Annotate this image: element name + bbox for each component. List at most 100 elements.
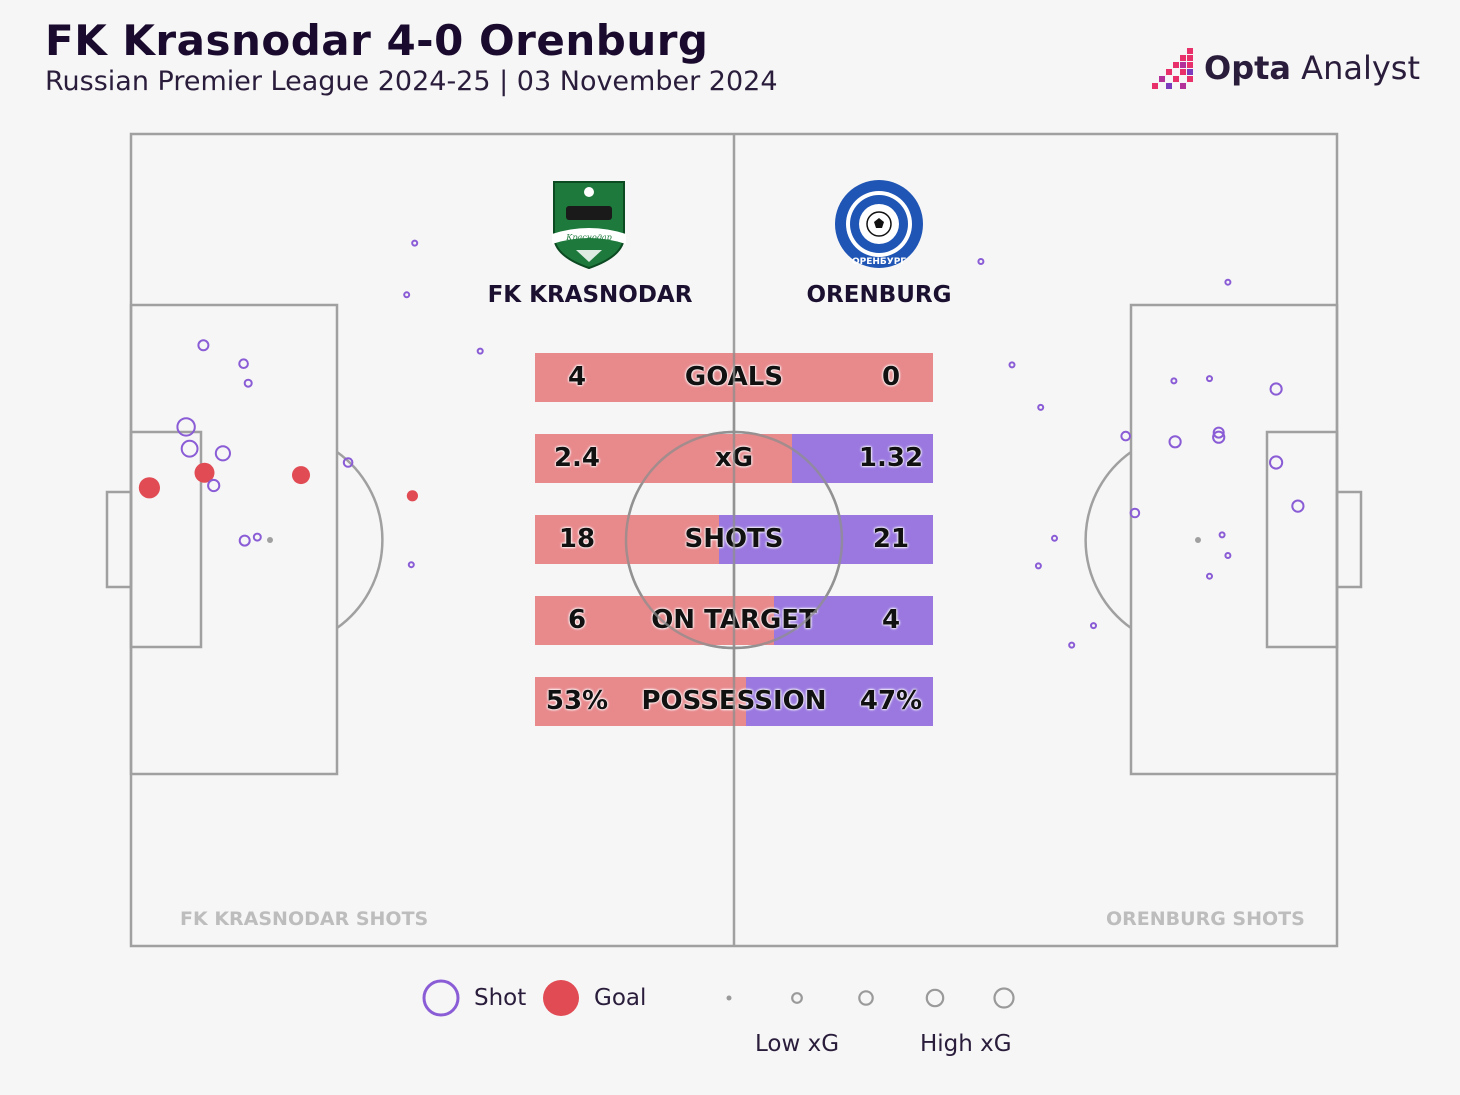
- goal-marker: [292, 466, 310, 485]
- shot-marker: [252, 532, 262, 542]
- shot-marker: [1037, 403, 1045, 411]
- legend-shot-label: Shot: [474, 985, 527, 1011]
- stat-label: ON TARGET: [651, 605, 817, 635]
- stat-away-value: 21: [872, 524, 910, 554]
- chart-subtitle: Russian Premier League 2024-25 | 03 Nove…: [45, 66, 778, 97]
- home-shots-caption: FK KRASNODAR SHOTS: [180, 908, 429, 930]
- shot-marker: [1212, 426, 1225, 439]
- legend-high-xg-label: High xG: [920, 1031, 1012, 1057]
- stat-home-value: 4: [567, 362, 587, 392]
- left-penalty-spot: [267, 537, 273, 543]
- shot-marker: [1008, 361, 1016, 369]
- left-goal: [105, 490, 133, 589]
- shot-marker: [1090, 622, 1097, 630]
- stat-home-value: 18: [558, 524, 596, 554]
- legend-xg-size-marker: [993, 987, 1015, 1009]
- shot-marker: [238, 534, 251, 547]
- left-six-yard-box: [129, 430, 203, 649]
- stat-label: xG: [714, 443, 754, 473]
- shot-marker: [1170, 377, 1178, 385]
- shot-marker: [1206, 375, 1213, 383]
- shot-marker: [176, 417, 196, 437]
- pitch-markings: [105, 132, 1363, 948]
- shot-marker: [1120, 430, 1131, 442]
- shot-marker: [476, 347, 484, 355]
- brand-logo: Opta Analyst: [1152, 44, 1420, 92]
- stat-away-value: 1.32: [858, 443, 924, 473]
- shot-marker: [1224, 552, 1232, 559]
- orenburg-crest-text: ОРЕНБУРГ: [852, 257, 906, 267]
- shot-marker: [1218, 531, 1226, 539]
- chart-title: FK Krasnodar 4-0 Orenburg: [45, 16, 709, 65]
- shot-marker: [1212, 430, 1226, 444]
- shot-marker: [411, 239, 419, 247]
- opta-logo-icon: [1152, 48, 1193, 89]
- legend-goal-marker: [543, 980, 579, 1016]
- shot-marker: [1291, 499, 1305, 513]
- krasnodar-crest-text: Краснодар: [565, 233, 612, 242]
- stat-row-xg: 2.4 xG 1.32: [535, 434, 933, 483]
- home-team-name: FK KRASNODAR: [487, 282, 693, 308]
- shot-marker: [1129, 507, 1141, 519]
- shot-marker: [214, 445, 231, 462]
- left-penalty-arc: [336, 450, 384, 630]
- shot-marker: [243, 378, 253, 388]
- away-shots-layer: [977, 258, 1305, 649]
- home-shots-layer: [138, 239, 484, 569]
- stat-bar-home-fill: [535, 677, 746, 726]
- right-six-yard-box: [1265, 430, 1339, 649]
- shot-marker: [207, 478, 221, 493]
- shot-marker: [1034, 562, 1042, 570]
- legend-xg-size-marker: [858, 990, 874, 1006]
- goal-marker: [406, 490, 418, 502]
- shot-marker: [1206, 572, 1213, 580]
- right-penalty-spot: [1195, 537, 1201, 543]
- shot-marker: [1168, 435, 1182, 449]
- goal-marker: [138, 477, 160, 499]
- shot-marker: [977, 258, 985, 265]
- stat-away-value: 0: [881, 362, 901, 392]
- shot-marker: [1269, 382, 1283, 396]
- away-shots-caption: ORENBURG SHOTS: [1106, 908, 1305, 930]
- shot-marker: [1269, 455, 1284, 470]
- left-penalty-box: [129, 303, 339, 776]
- shot-marker: [1051, 534, 1058, 542]
- stat-away-value: 47%: [859, 686, 923, 716]
- stat-row-goals: 4 GOALS 0: [535, 353, 933, 402]
- legend-xg-size-marker: [791, 992, 803, 1004]
- legend-xg-scale: [726, 987, 1015, 1009]
- shot-marker: [180, 439, 199, 458]
- right-goal: [1335, 490, 1363, 589]
- legend-goal-label: Goal: [594, 985, 647, 1011]
- goal-marker: [194, 462, 215, 483]
- stat-bar-away-fill: [746, 677, 933, 726]
- orenburg-crest-icon: ОРЕНБУРГ: [835, 180, 923, 268]
- legend: [422, 979, 1015, 1017]
- stat-row-possession: 53% POSSESSION 47%: [535, 677, 933, 726]
- stat-home-value: 53%: [545, 686, 609, 716]
- brand-name: Opta Analyst: [1204, 49, 1420, 87]
- stat-row-on-target: 6 ON TARGET 4: [535, 596, 933, 645]
- legend-xg-size-marker: [726, 995, 732, 1001]
- krasnodar-crest-icon: Краснодар: [552, 181, 626, 270]
- away-team-name: ORENBURG: [806, 282, 952, 308]
- shot-marker: [1068, 641, 1076, 649]
- right-penalty-box: [1129, 303, 1339, 776]
- brand-name-light: Analyst: [1291, 49, 1420, 87]
- shot-marker: [197, 339, 210, 352]
- right-penalty-arc: [1084, 450, 1132, 630]
- shot-marker: [342, 457, 354, 468]
- shot-marker: [238, 358, 249, 370]
- legend-shot-marker: [422, 979, 460, 1017]
- legend-low-xg-label: Low xG: [755, 1031, 840, 1057]
- stat-label: GOALS: [684, 362, 784, 392]
- brand-name-bold: Opta: [1204, 49, 1291, 87]
- stat-away-value: 4: [881, 605, 901, 635]
- stat-label: SHOTS: [684, 524, 784, 554]
- stat-label: POSSESSION: [641, 686, 827, 716]
- stat-home-value: 6: [567, 605, 587, 635]
- shot-marker: [403, 291, 411, 299]
- stat-row-shots: 18 SHOTS 21: [535, 515, 933, 564]
- shot-marker: [1224, 278, 1232, 286]
